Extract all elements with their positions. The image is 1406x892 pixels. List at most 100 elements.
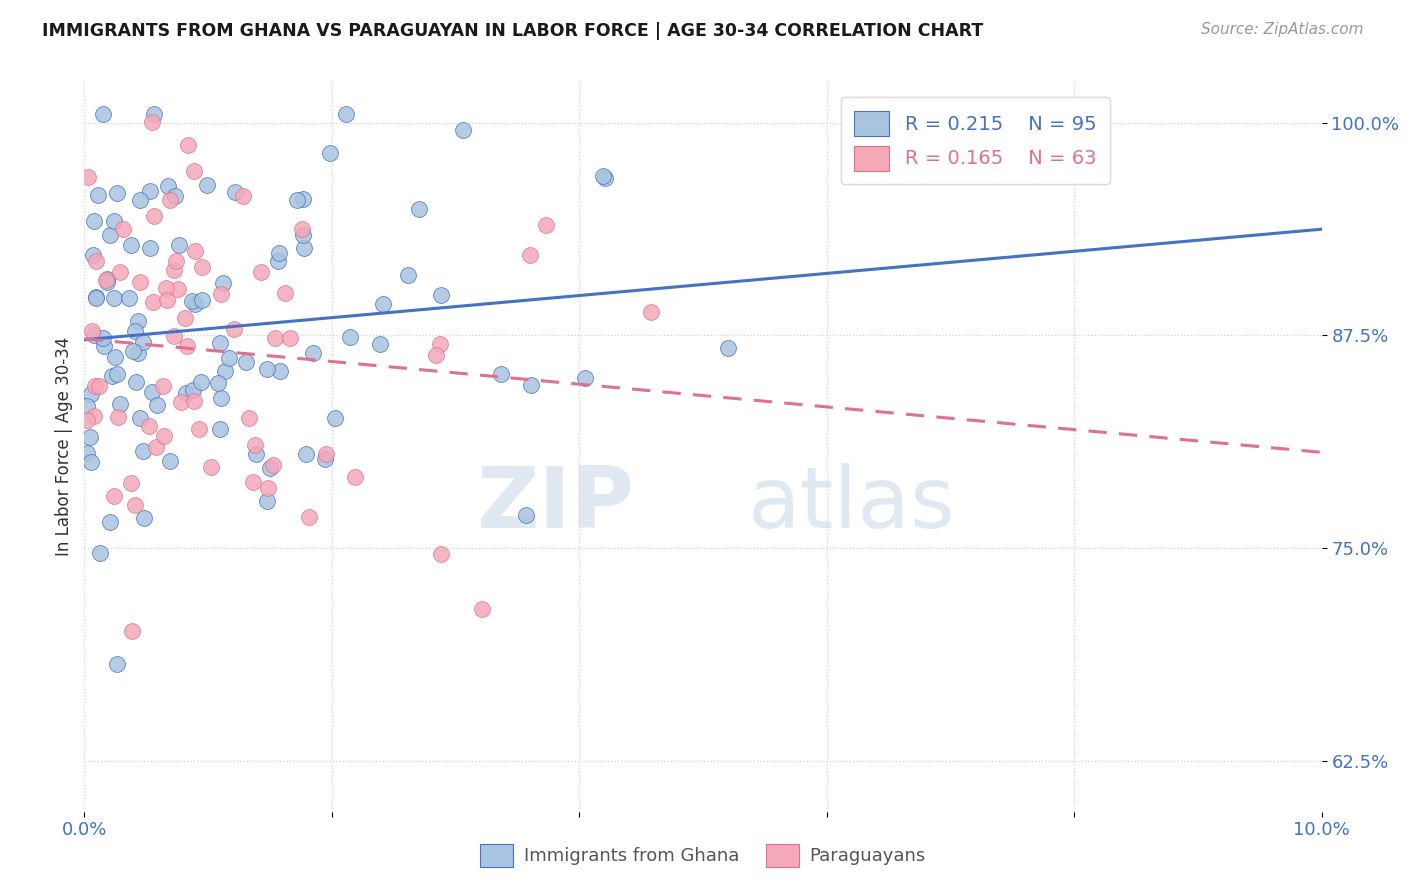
Point: [430, 547, 453, 561]
Point: [451, 123, 474, 137]
Point: [107, 409, 129, 424]
Point: [429, 336, 451, 351]
Point: [640, 305, 662, 319]
Point: [592, 169, 614, 183]
Point: [212, 276, 235, 290]
Point: [208, 422, 231, 436]
Point: [142, 295, 165, 310]
Point: [285, 193, 308, 207]
Point: [292, 192, 315, 206]
Point: [87, 188, 110, 202]
Point: [170, 394, 193, 409]
Point: [83, 409, 105, 424]
Point: [245, 447, 267, 461]
Point: [93, 339, 115, 353]
Point: [292, 228, 315, 243]
Point: [301, 346, 323, 360]
Point: [264, 331, 287, 345]
Point: [207, 376, 229, 390]
Point: [163, 189, 186, 203]
Point: [127, 346, 149, 360]
Point: [167, 282, 190, 296]
Point: [520, 378, 543, 392]
Point: [259, 461, 281, 475]
Point: [209, 287, 232, 301]
Point: [96, 275, 118, 289]
Point: [139, 241, 162, 255]
Text: IMMIGRANTS FROM GHANA VS PARAGUAYAN IN LABOR FORCE | AGE 30-34 CORRELATION CHART: IMMIGRANTS FROM GHANA VS PARAGUAYAN IN L…: [42, 22, 983, 40]
Point: [139, 184, 162, 198]
Legend: Immigrants from Ghana, Paraguayans: Immigrants from Ghana, Paraguayans: [472, 837, 934, 874]
Point: [176, 137, 198, 152]
Point: [83, 327, 105, 342]
Point: [188, 422, 211, 436]
Point: [128, 193, 150, 207]
Point: [274, 285, 297, 300]
Point: [165, 254, 187, 268]
Point: [96, 272, 118, 286]
Point: [176, 339, 198, 353]
Point: [222, 322, 245, 336]
Point: [141, 114, 163, 128]
Point: [84, 379, 107, 393]
Point: [183, 244, 205, 258]
Point: [593, 171, 616, 186]
Point: [209, 391, 232, 405]
Point: [183, 383, 205, 397]
Point: [214, 364, 236, 378]
Point: [120, 475, 142, 490]
Point: [76, 399, 98, 413]
Text: Source: ZipAtlas.com: Source: ZipAtlas.com: [1201, 22, 1364, 37]
Point: [76, 412, 98, 426]
Point: [396, 268, 419, 282]
Point: [76, 445, 98, 459]
Point: [519, 248, 541, 262]
Point: [142, 209, 165, 223]
Point: [84, 290, 107, 304]
Point: [79, 430, 101, 444]
Point: [408, 202, 430, 217]
Point: [195, 178, 218, 192]
Point: [121, 624, 143, 638]
Point: [87, 379, 110, 393]
Point: [292, 242, 315, 256]
Point: [156, 293, 179, 307]
Point: [118, 291, 141, 305]
Point: [124, 498, 146, 512]
Point: [138, 418, 160, 433]
Point: [83, 214, 105, 228]
Point: [267, 253, 290, 268]
Point: [574, 371, 596, 385]
Point: [98, 228, 121, 243]
Point: [471, 602, 494, 616]
Point: [84, 254, 107, 268]
Point: [128, 410, 150, 425]
Point: [190, 376, 212, 390]
Point: [335, 107, 357, 121]
Point: [343, 469, 366, 483]
Point: [184, 297, 207, 311]
Point: [129, 275, 152, 289]
Point: [112, 222, 135, 236]
Point: [368, 337, 391, 351]
Point: [108, 397, 131, 411]
Point: [238, 410, 260, 425]
Point: [489, 368, 512, 382]
Point: [183, 393, 205, 408]
Point: [84, 291, 107, 305]
Point: [191, 260, 214, 275]
Point: [101, 368, 124, 383]
Point: [132, 444, 155, 458]
Point: [104, 350, 127, 364]
Point: [256, 362, 278, 376]
Text: ZIP: ZIP: [475, 463, 633, 546]
Point: [163, 328, 186, 343]
Point: [298, 509, 321, 524]
Point: [717, 341, 740, 355]
Point: [167, 238, 190, 252]
Point: [536, 218, 558, 232]
Point: [235, 354, 257, 368]
Point: [425, 348, 447, 362]
Point: [91, 107, 114, 121]
Point: [159, 454, 181, 468]
